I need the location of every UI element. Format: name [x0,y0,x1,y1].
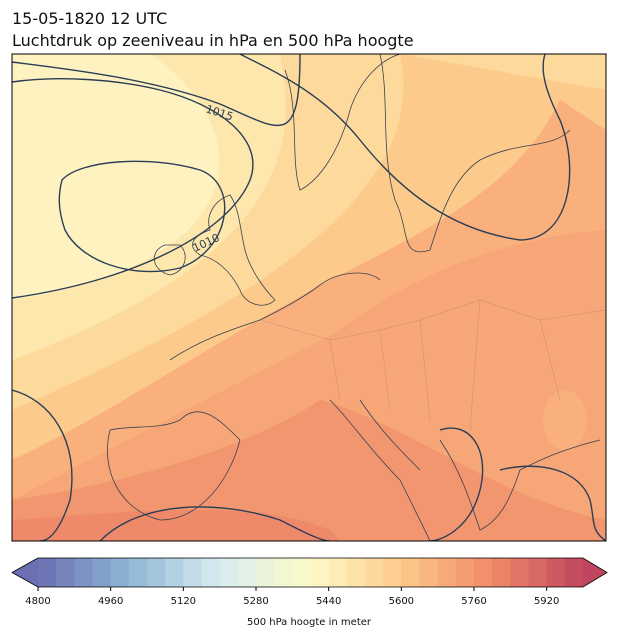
colorbar-extend-high [583,558,607,587]
colorbar-bin [183,558,202,587]
colorbar-bin [147,558,166,587]
colorbar-bin [292,558,311,587]
subtitle: Luchtdruk op zeeniveau in hPa en 500 hPa… [12,31,414,50]
colorbar-bin [165,558,184,587]
colorbar-tick-label: 5760 [461,596,486,607]
colorbar-bin [38,558,57,587]
colorbar-bin [346,558,366,587]
colorbar-tick-label: 5600 [389,596,414,607]
colorbar-bin [510,558,529,587]
title: 15-05-1820 12 UTC [12,9,167,28]
colorbar-bin [437,558,457,587]
colorbar-bin [564,558,584,587]
colorbar-bin [92,558,112,587]
colorbar-bin [492,558,511,587]
colorbar-bin [474,558,493,587]
colorbar-bin [219,558,239,587]
colorbar-bin [128,558,148,587]
colorbar-bin [546,558,566,587]
colorbar-bin [455,558,475,587]
map: 1015 1010 [12,54,606,541]
colorbar-bin [56,558,75,587]
colorbar-bin [256,558,275,587]
colorbar-label: 500 hPa hoogte in meter [247,617,372,628]
colorbar-bin [328,558,348,587]
colorbar-bin [74,558,93,587]
colorbar-bin [383,558,402,587]
colorbar-tick-label: 4800 [25,596,50,607]
map-frame [11,53,607,542]
colorbar-tick-label: 5920 [534,596,559,607]
colorbar-bin [419,558,439,587]
colorbar-extend-low [12,558,38,587]
colorbar-bin [274,558,293,587]
colorbar-bin [237,558,257,587]
colorbar: 4800 4960 5120 5280 5440 5600 5760 5920 [11,557,608,607]
colorbar-bin [528,558,548,587]
colorbar-bin [365,558,384,587]
colorbar-tick-label: 5440 [316,596,341,607]
colorbar-bin [110,558,130,587]
colorbar-tick-label: 5120 [171,596,196,607]
colorbar-bin [310,558,330,587]
colorbar-bin [201,558,221,587]
colorbar-tick-label: 4960 [98,596,123,607]
colorbar-bin [401,558,420,587]
colorbar-frame [11,557,608,588]
colorbar-tick-label: 5280 [243,596,268,607]
